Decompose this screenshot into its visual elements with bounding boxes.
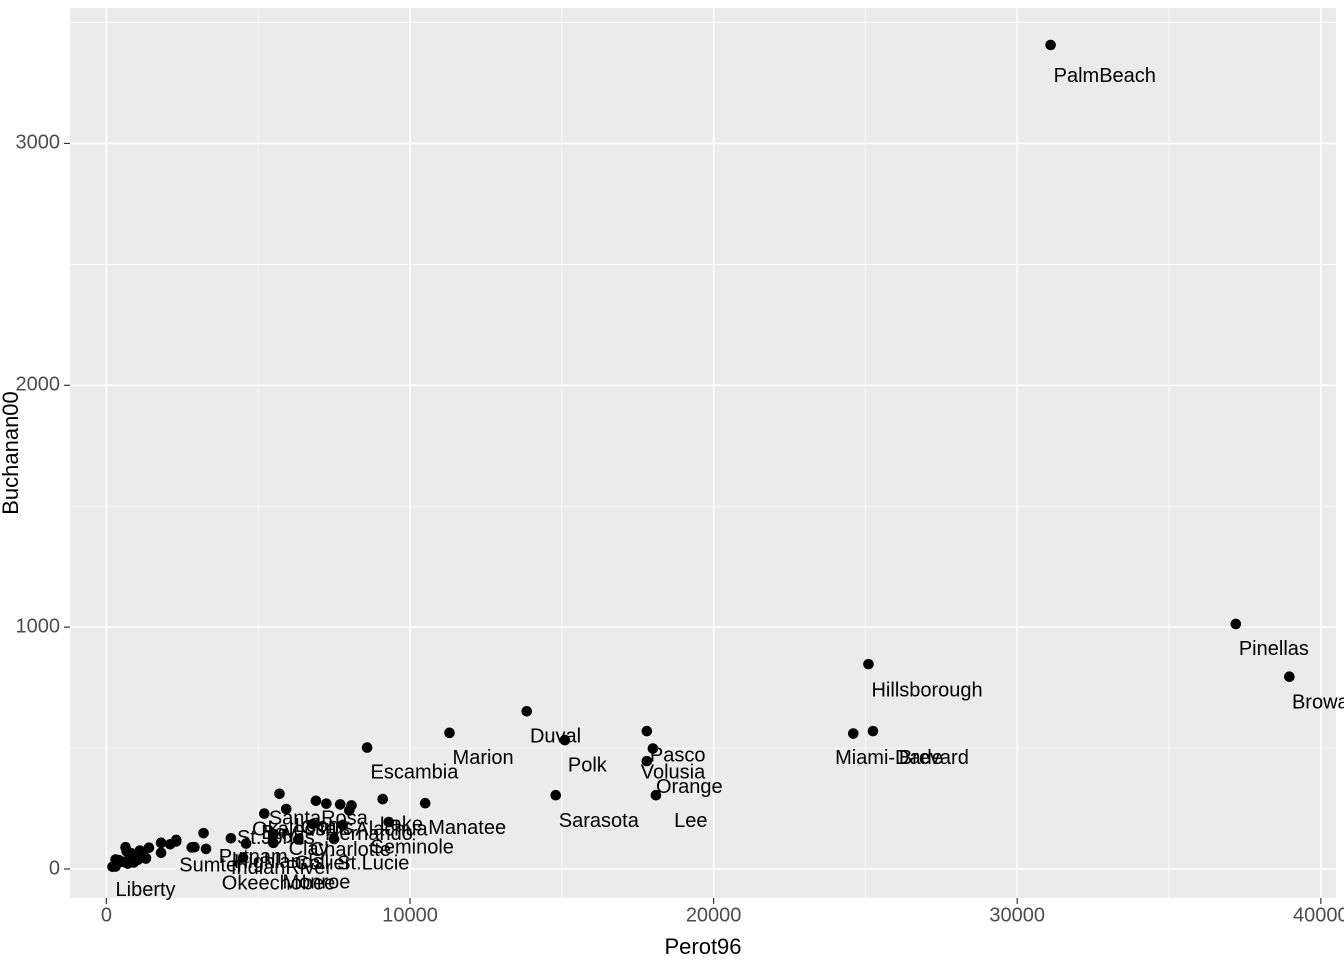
data-point <box>201 844 212 855</box>
point-label: Pinellas <box>1239 638 1309 660</box>
x-tick-label: 20000 <box>686 905 742 927</box>
point-label: Liberty <box>116 879 176 901</box>
data-point <box>311 795 322 806</box>
data-point <box>1045 40 1056 51</box>
data-point <box>377 794 388 805</box>
data-point <box>171 835 182 846</box>
point-label: Duval <box>530 725 581 747</box>
data-point <box>362 742 373 753</box>
scatter-chart: 0100002000030000400000100020003000Perot9… <box>0 0 1344 960</box>
y-tick-label: 3000 <box>16 132 61 154</box>
data-point <box>198 828 209 839</box>
data-point <box>1284 671 1295 682</box>
data-point <box>156 847 167 858</box>
data-point <box>863 659 874 670</box>
x-tick-label: 10000 <box>382 905 438 927</box>
point-label: Brevard <box>899 747 969 769</box>
point-label: Polk <box>568 754 608 776</box>
data-point <box>1231 619 1242 630</box>
point-label: Orange <box>656 776 723 798</box>
data-point <box>444 728 455 739</box>
y-axis-title: Buchanan00 <box>0 391 23 515</box>
point-label: Sarasota <box>559 810 640 832</box>
x-tick-label: 30000 <box>989 905 1045 927</box>
data-point <box>226 833 237 844</box>
point-label: Clay <box>289 838 329 860</box>
data-point <box>144 842 155 853</box>
data-point <box>868 726 879 737</box>
chart-svg: 0100002000030000400000100020003000Perot9… <box>0 0 1344 960</box>
data-point <box>521 706 532 717</box>
data-point <box>128 857 139 868</box>
data-point <box>156 838 167 849</box>
data-point <box>189 842 200 853</box>
data-point <box>120 842 131 853</box>
point-label: Broward <box>1292 691 1344 713</box>
point-label: Marion <box>453 747 514 769</box>
point-label: Lee <box>674 810 707 832</box>
x-tick-label: 40000 <box>1293 905 1344 927</box>
data-point <box>274 788 285 799</box>
data-point <box>420 798 431 809</box>
data-point <box>550 790 561 801</box>
data-point <box>848 728 859 739</box>
point-label: Alachua <box>355 818 428 840</box>
point-label: Hillsborough <box>871 679 982 701</box>
y-tick-label: 0 <box>49 857 60 879</box>
data-point <box>642 726 653 737</box>
data-point <box>113 855 124 866</box>
x-axis-title: Perot96 <box>664 934 741 959</box>
data-point <box>141 853 152 864</box>
x-tick-label: 0 <box>101 905 112 927</box>
point-label: Escambia <box>371 762 460 784</box>
point-label: PalmBeach <box>1054 65 1156 87</box>
y-tick-label: 1000 <box>16 615 61 637</box>
